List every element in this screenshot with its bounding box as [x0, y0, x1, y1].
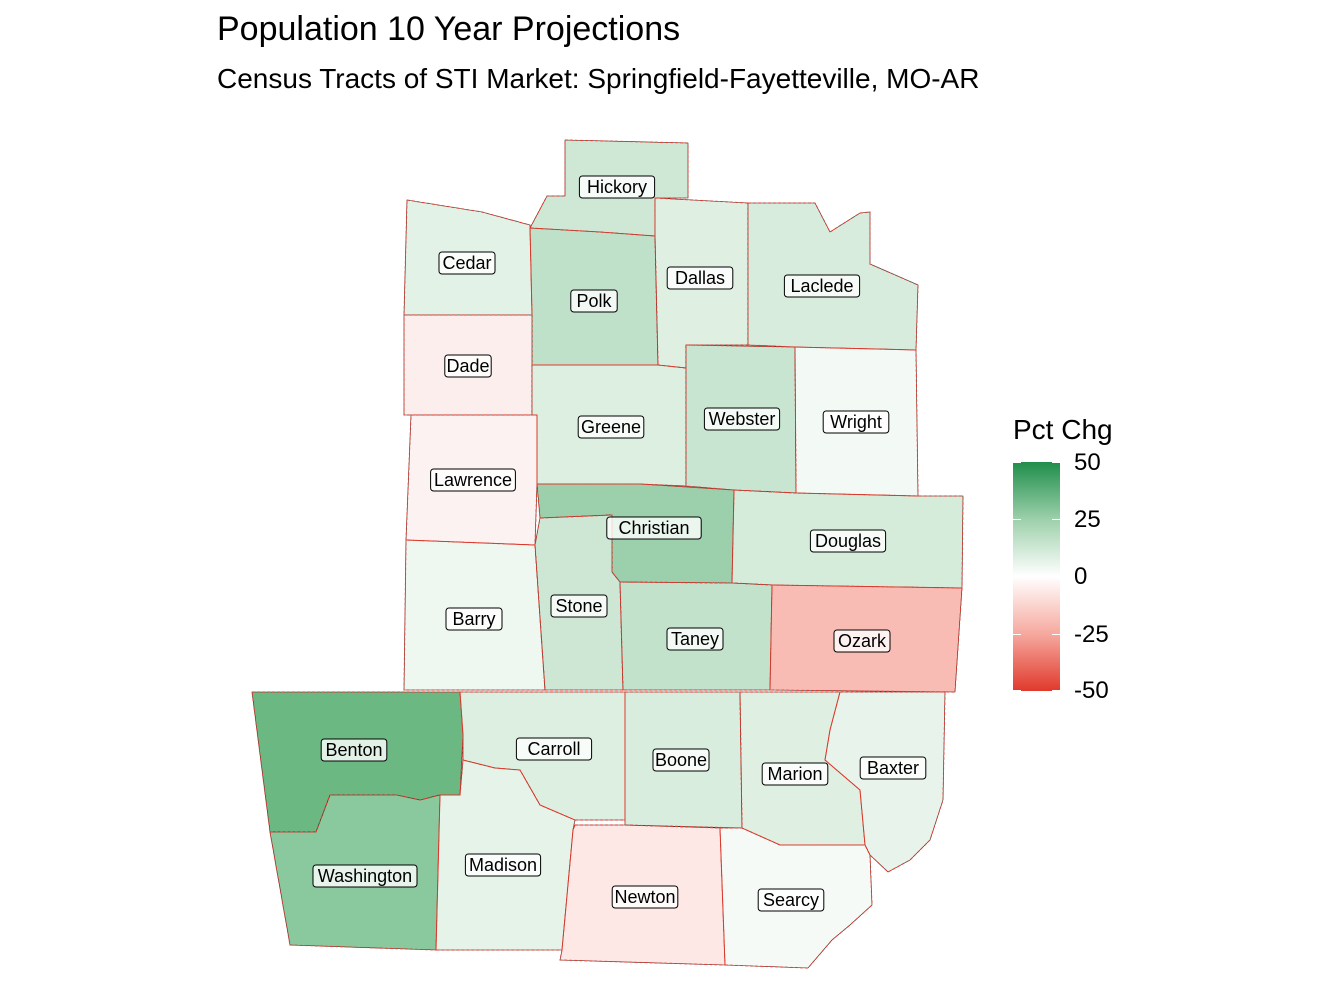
svg-text:Carroll: Carroll	[527, 739, 580, 759]
svg-text:Polk: Polk	[576, 291, 612, 311]
county-border-newton	[559, 824, 726, 966]
svg-text:Madison: Madison	[469, 855, 537, 875]
legend-tick-mark	[1052, 576, 1060, 577]
county-label-marion: Marion	[761, 762, 829, 786]
county-label-dallas: Dallas	[666, 266, 734, 290]
county-label-lawrence: Lawrence	[430, 468, 516, 492]
county-label-newton: Newton	[611, 885, 679, 909]
county-border-greene	[531, 364, 687, 487]
svg-text:Dade: Dade	[446, 356, 489, 376]
legend-tick-mark	[1052, 690, 1060, 691]
svg-text:Dallas: Dallas	[675, 268, 725, 288]
county-label-greene: Greene	[577, 415, 645, 439]
svg-text:Christian: Christian	[618, 518, 689, 538]
county-label-hickory: Hickory	[578, 175, 656, 199]
legend-tick-mark	[1013, 690, 1021, 691]
svg-text:Newton: Newton	[614, 887, 675, 907]
county-label-benton: Benton	[320, 738, 388, 762]
svg-text:Stone: Stone	[555, 596, 602, 616]
svg-text:Baxter: Baxter	[867, 758, 919, 778]
svg-text:Ozark: Ozark	[838, 631, 887, 651]
county-border-marion	[739, 691, 866, 846]
svg-text:Taney: Taney	[671, 629, 719, 649]
county-border-ozark	[769, 584, 963, 693]
county-border-baxter	[824, 691, 946, 873]
svg-text:Lawrence: Lawrence	[434, 470, 512, 490]
county-label-boone: Boone	[652, 748, 710, 772]
county-label-baxter: Baxter	[859, 756, 927, 780]
county-label-laclede: Laclede	[783, 274, 861, 298]
county-label-dade: Dade	[444, 354, 492, 378]
svg-text:Washington: Washington	[318, 866, 412, 886]
county-border-laclede	[747, 202, 919, 351]
county-label-polk: Polk	[570, 289, 618, 313]
county-label-washington: Washington	[312, 864, 418, 888]
svg-text:Hickory: Hickory	[587, 177, 647, 197]
county-border-taney	[619, 581, 773, 691]
legend-tick-label: -25	[1074, 621, 1109, 648]
legend-tick-mark	[1013, 634, 1021, 635]
legend-tick-mark	[1013, 462, 1021, 463]
county-label-searcy: Searcy	[757, 888, 825, 912]
county-label-stone: Stone	[550, 594, 608, 618]
county-border-lawrence	[405, 414, 538, 546]
county-border-barry	[403, 539, 546, 691]
map-title: Population 10 Year Projections	[217, 10, 681, 48]
svg-text:Barry: Barry	[452, 609, 495, 629]
county-label-barry: Barry	[445, 607, 503, 631]
county-label-wright: Wright	[822, 410, 890, 434]
svg-text:Wright: Wright	[830, 412, 882, 432]
county-label-christian: Christian	[606, 516, 702, 540]
legend-tick-label: 0	[1074, 563, 1088, 590]
county-label-ozark: Ozark	[833, 629, 891, 653]
svg-text:Boone: Boone	[655, 750, 707, 770]
county-label-carroll: Carroll	[515, 737, 593, 761]
svg-text:Webster: Webster	[709, 409, 776, 429]
county-label-douglas: Douglas	[809, 529, 887, 553]
legend-tick-label: -50	[1074, 677, 1109, 704]
county-label-taney: Taney	[666, 627, 724, 651]
legend-tick-mark	[1013, 519, 1021, 520]
county-border-carroll	[459, 691, 626, 821]
legend-tick-label: 25	[1074, 506, 1101, 533]
county-border-douglas	[731, 489, 964, 589]
svg-text:Cedar: Cedar	[442, 253, 491, 273]
svg-text:Searcy: Searcy	[763, 890, 819, 910]
legend-tick-mark	[1013, 576, 1021, 577]
county-label-cedar: Cedar	[438, 251, 496, 275]
legend-tick-mark	[1052, 519, 1060, 520]
map-subtitle: Census Tracts of STI Market: Springfield…	[217, 63, 980, 94]
svg-text:Douglas: Douglas	[815, 531, 881, 551]
county-border-searcy	[719, 827, 873, 969]
svg-text:Greene: Greene	[581, 417, 641, 437]
county-label-webster: Webster	[703, 407, 781, 431]
county-border-washington	[269, 794, 441, 951]
legend-tick-label: 50	[1074, 449, 1101, 476]
county-border-wright	[794, 346, 919, 497]
svg-text:Marion: Marion	[767, 764, 822, 784]
county-label-madison: Madison	[464, 853, 542, 877]
legend-tick-mark	[1052, 462, 1060, 463]
svg-text:Laclede: Laclede	[790, 276, 853, 296]
legend-title: Pct Chg	[1013, 414, 1113, 445]
svg-text:Benton: Benton	[325, 740, 382, 760]
legend-tick-mark	[1052, 634, 1060, 635]
